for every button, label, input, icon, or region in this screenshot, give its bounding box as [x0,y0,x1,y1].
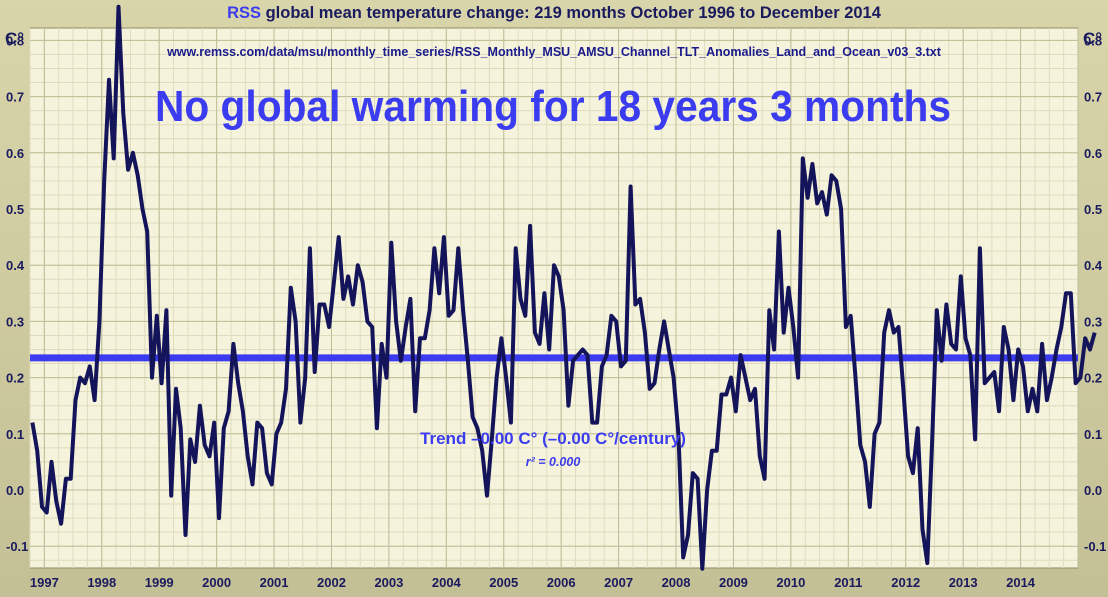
y-axis-label-right: C° [1083,29,1102,48]
y-tick-label-left: 0.4 [6,258,25,273]
x-tick-label: 2013 [949,575,978,590]
y-tick-label-right: 0.1 [1084,427,1102,442]
x-tick-label: 2004 [432,575,462,590]
x-tick-label: 1997 [30,575,59,590]
y-axis-right: C° -0.1 0.0 0.1 0.2 0.3 0.4 0.5 0.6 0.7 0.8 [1083,29,1106,554]
source-url: www.remss.com/data/msu/monthly_time_seri… [166,45,942,59]
title-text: global mean temperature change: 219 mont… [261,4,881,22]
x-tick-label: 2008 [662,575,691,590]
y-tick-label-left: 0.5 [6,202,24,217]
x-axis: 1997 1998 1999 2000 2001 2002 2003 2004 2005 2006… [30,575,1036,590]
y-tick-label-right: 0.7 [1084,90,1102,105]
label-group: www.remss.com/data/msu/monthly_time_seri… [155,45,951,469]
title-source: RSS [227,4,262,22]
x-tick-label: 2009 [719,575,748,590]
trend-label: Trend –0.00 C° (–0.00 C°/century) [420,429,686,448]
y-tick-label-right: 0.4 [1084,258,1103,273]
headline: No global warming for 18 years 3 months [155,82,951,131]
x-tick-label: 2010 [776,575,805,590]
x-tick-label: 2007 [604,575,633,590]
y-axis-left: C° -0.1 0.0 0.1 0.2 0.3 0.4 0.5 0.6 0.7 0.8 [5,29,28,554]
y-tick-label-left: 0.1 [6,427,24,442]
x-tick-label: 2003 [374,575,403,590]
x-tick-label: 1998 [87,575,116,590]
y-axis-label-left: C° [5,29,24,48]
y-tick-label-right: 0.8 [1084,33,1102,48]
x-tick-label: 2006 [547,575,576,590]
x-tick-label: 2012 [891,575,920,590]
y-tick-label-left: 0.3 [6,314,24,329]
y-tick-label-left: -0.1 [6,539,28,554]
y-tick-label-right: 0.6 [1084,146,1102,161]
y-tick-label-left: 0.0 [6,483,24,498]
y-tick-label-right: 0.0 [1084,483,1102,498]
r2-label: r² = 0.000 [526,455,581,469]
y-tick-label-left: 0.7 [6,90,24,105]
x-tick-label: 2011 [834,575,862,590]
y-tick-label-left: 0.2 [6,371,24,386]
x-tick-label: 1999 [145,575,174,590]
y-tick-label-right: 0.2 [1084,371,1102,386]
y-tick-label-right: -0.1 [1084,539,1106,554]
x-tick-label: 2000 [202,575,231,590]
y-tick-label-right: 0.3 [1084,314,1102,329]
y-tick-label-left: 0.6 [6,146,24,161]
x-tick-label: 2001 [260,575,289,590]
chart-title: RSS global mean temperature change: 219 … [0,4,1108,23]
y-tick-label-left: 0.8 [6,33,24,48]
x-tick-label: 2005 [489,575,518,590]
x-tick-label: 2002 [317,575,346,590]
y-tick-label-right: 0.5 [1084,202,1102,217]
series-line [30,4,1097,571]
x-tick-label: 2014 [1006,575,1036,590]
